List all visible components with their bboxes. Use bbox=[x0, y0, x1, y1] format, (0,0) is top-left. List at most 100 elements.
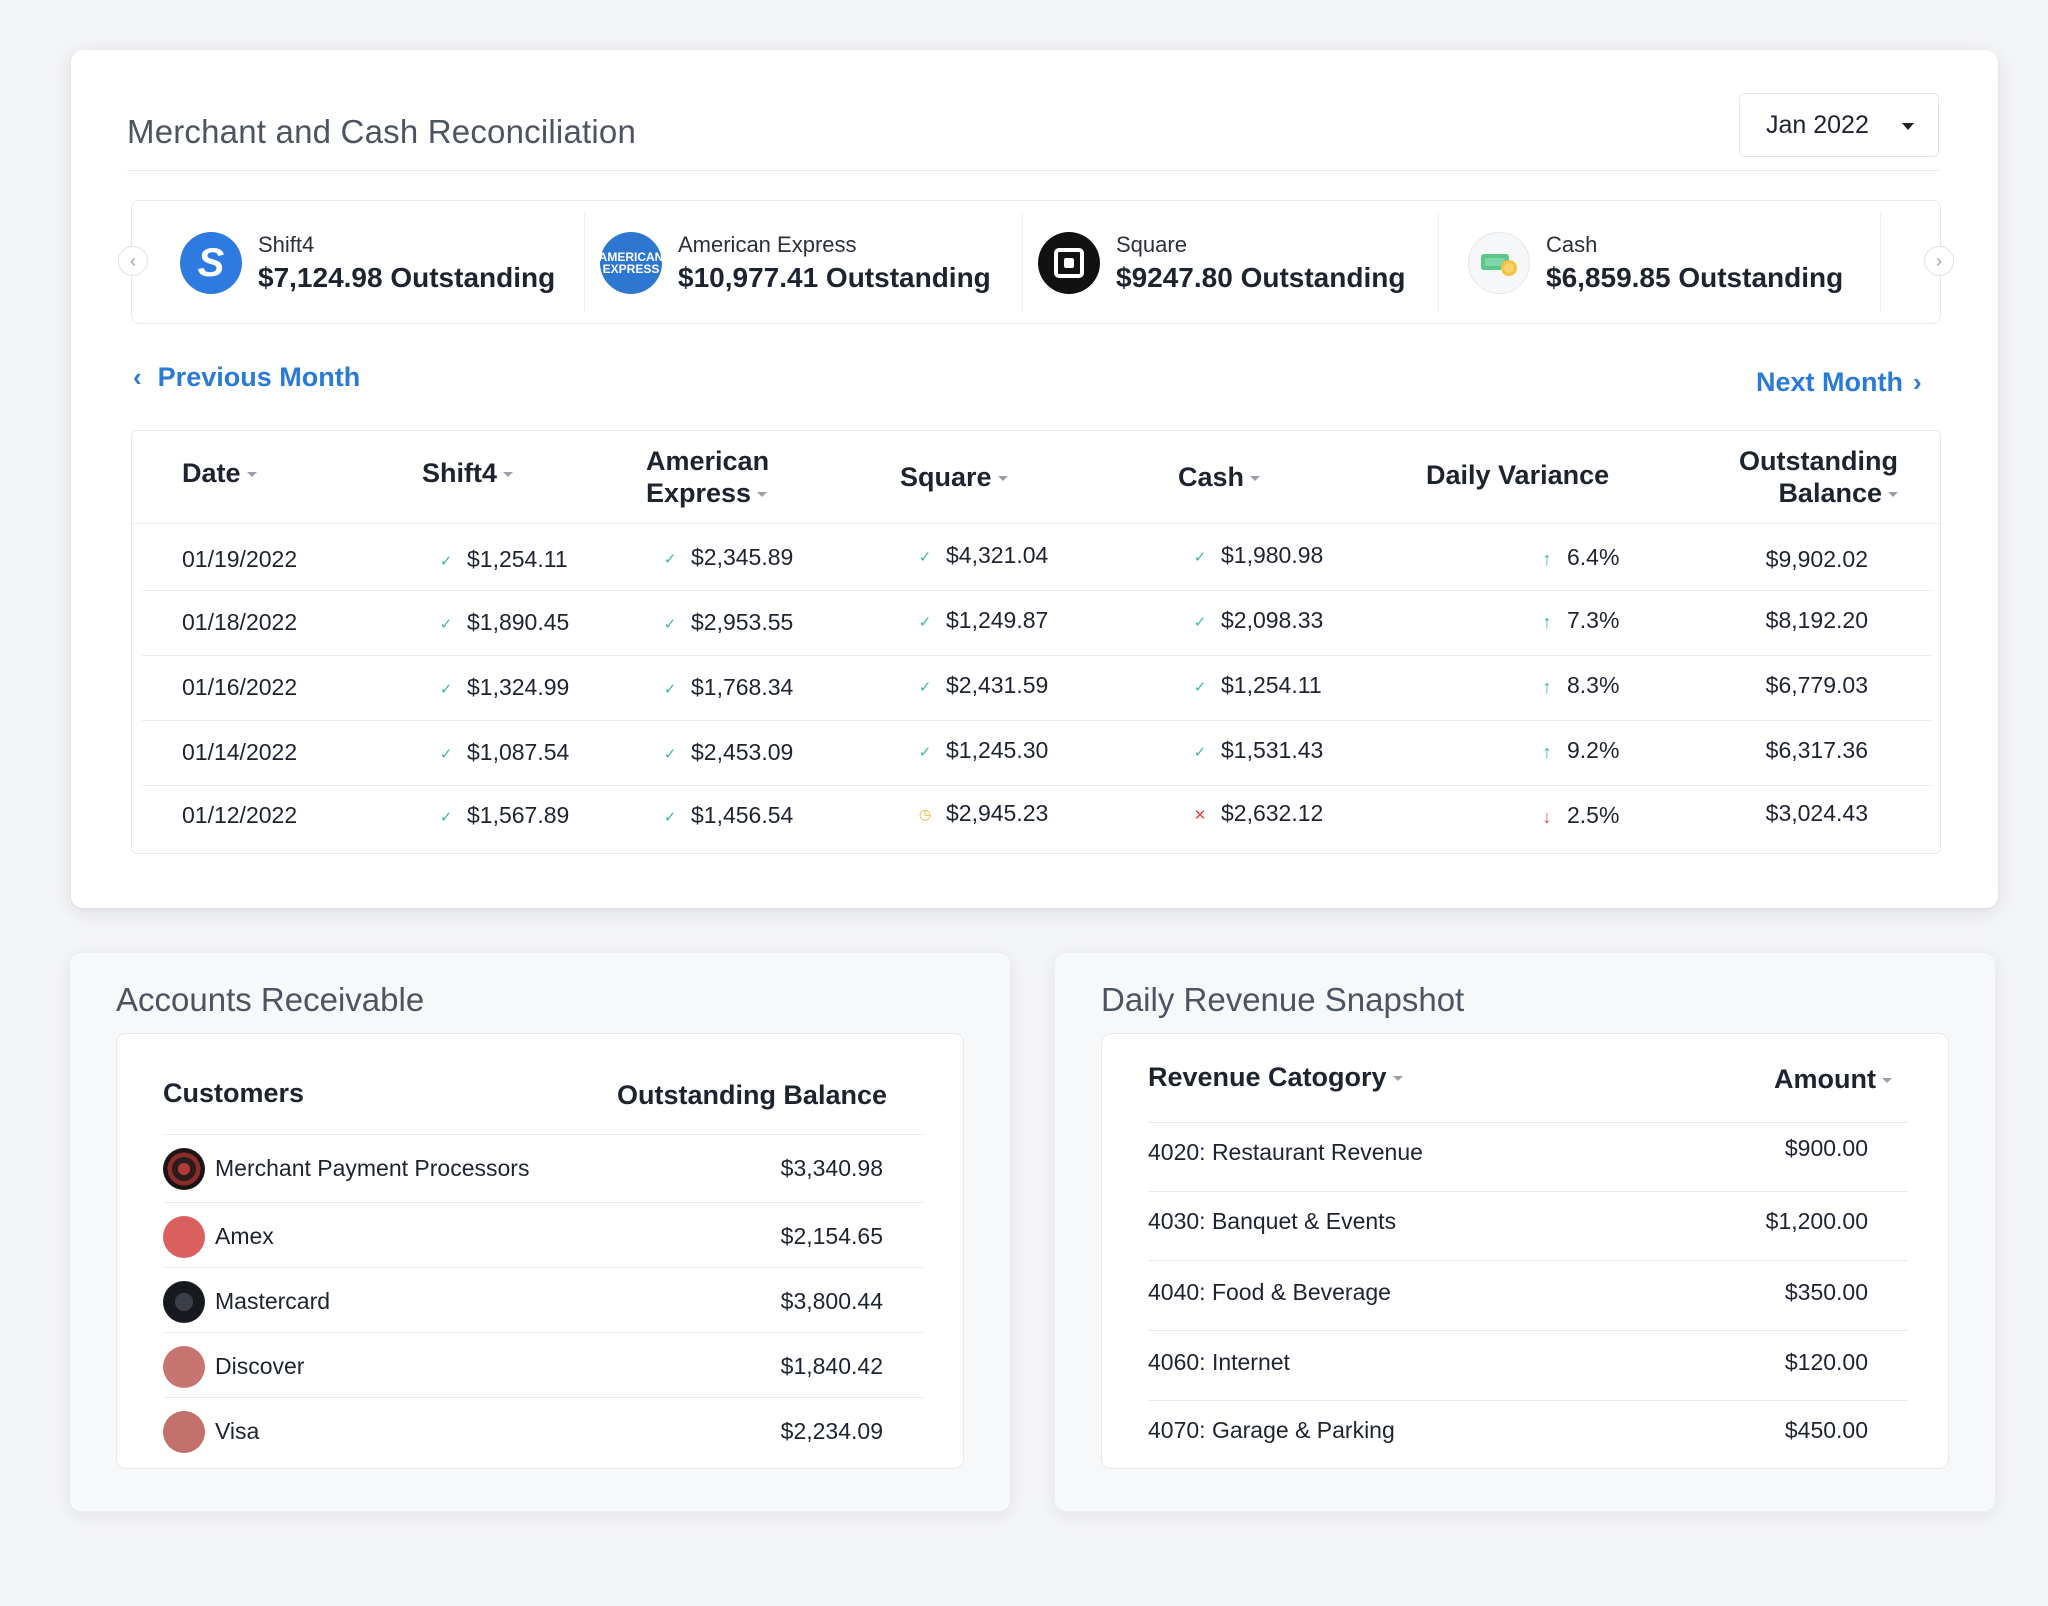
cell-value: 2.5% bbox=[1567, 802, 1620, 828]
check-icon: ✓ bbox=[918, 613, 932, 631]
divider bbox=[1438, 213, 1439, 313]
revenue-category: 4020: Restaurant Revenue bbox=[1148, 1139, 1423, 1165]
chevron-left-icon: ‹ bbox=[130, 250, 136, 271]
column-header-shift4[interactable]: Shift4 bbox=[422, 457, 514, 489]
list-item[interactable]: Merchant Payment Processors $3,340.98 bbox=[163, 1134, 923, 1201]
list-item[interactable]: Discover $1,840.42 bbox=[163, 1332, 923, 1399]
divider bbox=[127, 170, 1939, 171]
accounts-receivable-table: Customers Outstanding Balance Merchant P… bbox=[116, 1033, 964, 1469]
cell-shift4: ✓ $1,890.45 bbox=[437, 609, 570, 636]
merchant-card-shift4[interactable]: S Shift4 $7,124.98 Outstanding bbox=[180, 213, 555, 313]
revenue-amount: $350.00 bbox=[1784, 1279, 1868, 1305]
previous-month-link[interactable]: ‹ Previous Month bbox=[133, 362, 360, 393]
cell-value: $2,453.09 bbox=[691, 739, 794, 765]
cash-icon bbox=[1468, 232, 1530, 294]
merchant-card-amex[interactable]: AMERICAN EXPRESS American Express $10,97… bbox=[599, 213, 991, 313]
pending-clock-icon: ◷ bbox=[918, 806, 932, 823]
list-item[interactable]: 4040: Food & Beverage $350.00 bbox=[1148, 1260, 1908, 1327]
table-row[interactable]: 01/12/2022 ✓ $1,567.89 ✓ $1,456.54 ◷ $2,945… bbox=[142, 786, 1932, 850]
table-row[interactable]: 01/14/2022 ✓ $1,087.54 ✓ $2,453.09 ✓ $1,245… bbox=[142, 721, 1932, 786]
check-icon: ✓ bbox=[439, 680, 453, 698]
column-header-label: American Express bbox=[646, 446, 770, 508]
list-item[interactable]: Amex $2,154.65 bbox=[163, 1202, 923, 1269]
table-row[interactable]: 01/18/2022 ✓ $1,890.45 ✓ $2,953.55 ✓ $1,249… bbox=[142, 591, 1932, 656]
customer-balance: $3,340.98 bbox=[780, 1155, 883, 1181]
chevron-right-icon: › bbox=[1912, 367, 1922, 397]
cell-shift4: ✓ $1,567.89 bbox=[437, 802, 570, 829]
reconciliation-table: Date Shift4 American Express Square Cash… bbox=[131, 430, 1941, 854]
column-header-customers: Customers bbox=[163, 1078, 305, 1108]
carousel-next-button[interactable]: › bbox=[1924, 246, 1954, 276]
column-header-daily-variance[interactable]: Daily Variance bbox=[1426, 459, 1609, 491]
column-header-outstanding-balance[interactable]: Outstanding Balance bbox=[1668, 445, 1898, 509]
check-icon: ✓ bbox=[663, 550, 677, 568]
merchant-carousel: ‹ › S Shift4 $7,124.98 Outstanding AMERI… bbox=[118, 200, 1954, 324]
cell-value: $1,254.11 bbox=[467, 546, 568, 572]
carousel-prev-button[interactable]: ‹ bbox=[118, 246, 148, 276]
cell-square: ✓ $1,249.87 bbox=[916, 607, 1049, 634]
table-row[interactable]: 01/16/2022 ✓ $1,324.99 ✓ $1,768.34 ✓ $2,431… bbox=[142, 656, 1932, 721]
list-item[interactable]: Mastercard $3,800.44 bbox=[163, 1267, 923, 1334]
next-month-link[interactable]: Next Month › bbox=[1756, 367, 1922, 398]
cell-value: $1,324.99 bbox=[467, 674, 570, 700]
list-item[interactable]: 4060: Internet $120.00 bbox=[1148, 1330, 1908, 1397]
merchant-card-square[interactable]: Square $9247.80 Outstanding bbox=[1038, 213, 1405, 313]
revenue-category: 4060: Internet bbox=[1148, 1349, 1290, 1375]
list-item[interactable]: 4030: Banquet & Events $1,200.00 bbox=[1148, 1191, 1908, 1258]
list-item[interactable]: 4070: Garage & Parking $450.00 bbox=[1148, 1400, 1908, 1467]
sort-icon bbox=[246, 472, 257, 478]
table-row[interactable]: 01/19/2022 ✓ $1,254.11 ✓ $2,345.89 ✓ $4,321… bbox=[142, 526, 1932, 591]
accounts-receivable-card: Accounts Receivable Customers Outstandin… bbox=[69, 952, 1011, 1512]
check-icon: ✓ bbox=[918, 743, 932, 761]
customer-name: Mastercard bbox=[215, 1288, 331, 1314]
column-header-square[interactable]: Square bbox=[900, 461, 1008, 493]
daily-revenue-card: Daily Revenue Snapshot Revenue Catogory … bbox=[1054, 952, 1996, 1512]
sort-icon bbox=[1392, 1076, 1403, 1082]
previous-month-label: Previous Month bbox=[157, 362, 361, 392]
cell-balance: $9,902.02 bbox=[1765, 546, 1868, 572]
avatar bbox=[163, 1216, 205, 1258]
month-select[interactable]: Jan 2022 bbox=[1739, 93, 1939, 157]
column-header-label: Cash bbox=[1178, 462, 1245, 492]
customer-balance: $3,800.44 bbox=[780, 1288, 883, 1314]
column-header-cash[interactable]: Cash bbox=[1178, 461, 1261, 493]
column-header-label: Shift4 bbox=[422, 458, 498, 488]
merchant-name: Square bbox=[1116, 232, 1187, 257]
cell-variance: ↓ 2.5% bbox=[1539, 802, 1620, 829]
cell-amex: ✓ $1,456.54 bbox=[661, 802, 794, 829]
column-header-amount[interactable]: Amount bbox=[1774, 1064, 1892, 1095]
cell-value: $1,531.43 bbox=[1221, 737, 1324, 763]
cell-square: ◷ $2,945.23 bbox=[916, 800, 1048, 827]
cell-date: 01/12/2022 bbox=[182, 802, 298, 828]
column-header-date[interactable]: Date bbox=[182, 457, 257, 489]
column-header-label: Revenue Catogory bbox=[1148, 1062, 1387, 1092]
reconciliation-card: Merchant and Cash Reconciliation Jan 202… bbox=[71, 50, 1998, 908]
shift4-logo-icon: S bbox=[180, 232, 242, 294]
customer-balance: $2,154.65 bbox=[780, 1223, 883, 1249]
cell-variance: ↑ 7.3% bbox=[1539, 607, 1620, 634]
merchant-name: Shift4 bbox=[258, 232, 315, 257]
cell-variance: ↑ 6.4% bbox=[1539, 544, 1620, 571]
cell-shift4: ✓ $1,254.11 bbox=[437, 546, 568, 573]
column-header-amex[interactable]: American Express bbox=[646, 445, 806, 509]
divider bbox=[584, 213, 585, 313]
list-item[interactable]: Visa $2,234.09 bbox=[163, 1397, 923, 1464]
merchant-card-cash[interactable]: Cash $6,859.85 Outstanding bbox=[1468, 213, 1843, 313]
table-header: Date Shift4 American Express Square Cash… bbox=[132, 431, 1940, 524]
cell-square: ✓ $1,245.30 bbox=[916, 737, 1049, 764]
cell-amex: ✓ $2,345.89 bbox=[661, 544, 794, 571]
check-icon: ✓ bbox=[1193, 678, 1207, 696]
cell-value: $1,245.30 bbox=[946, 737, 1049, 763]
amex-logo-icon: AMERICAN EXPRESS bbox=[599, 232, 663, 294]
check-icon: ✓ bbox=[1193, 613, 1207, 631]
sort-icon bbox=[997, 476, 1008, 482]
square-logo-icon bbox=[1038, 232, 1100, 294]
cell-cash: ✕ $2,632.12 bbox=[1191, 800, 1324, 827]
customer-name: Merchant Payment Processors bbox=[215, 1155, 530, 1181]
list-item[interactable]: 4020: Restaurant Revenue $900.00 bbox=[1148, 1122, 1908, 1189]
cell-balance: $6,779.03 bbox=[1765, 672, 1868, 698]
divider bbox=[1022, 213, 1023, 313]
column-header-label: Square bbox=[900, 462, 992, 492]
column-header-category[interactable]: Revenue Catogory bbox=[1148, 1062, 1403, 1093]
cell-value: $1,249.87 bbox=[946, 607, 1049, 633]
